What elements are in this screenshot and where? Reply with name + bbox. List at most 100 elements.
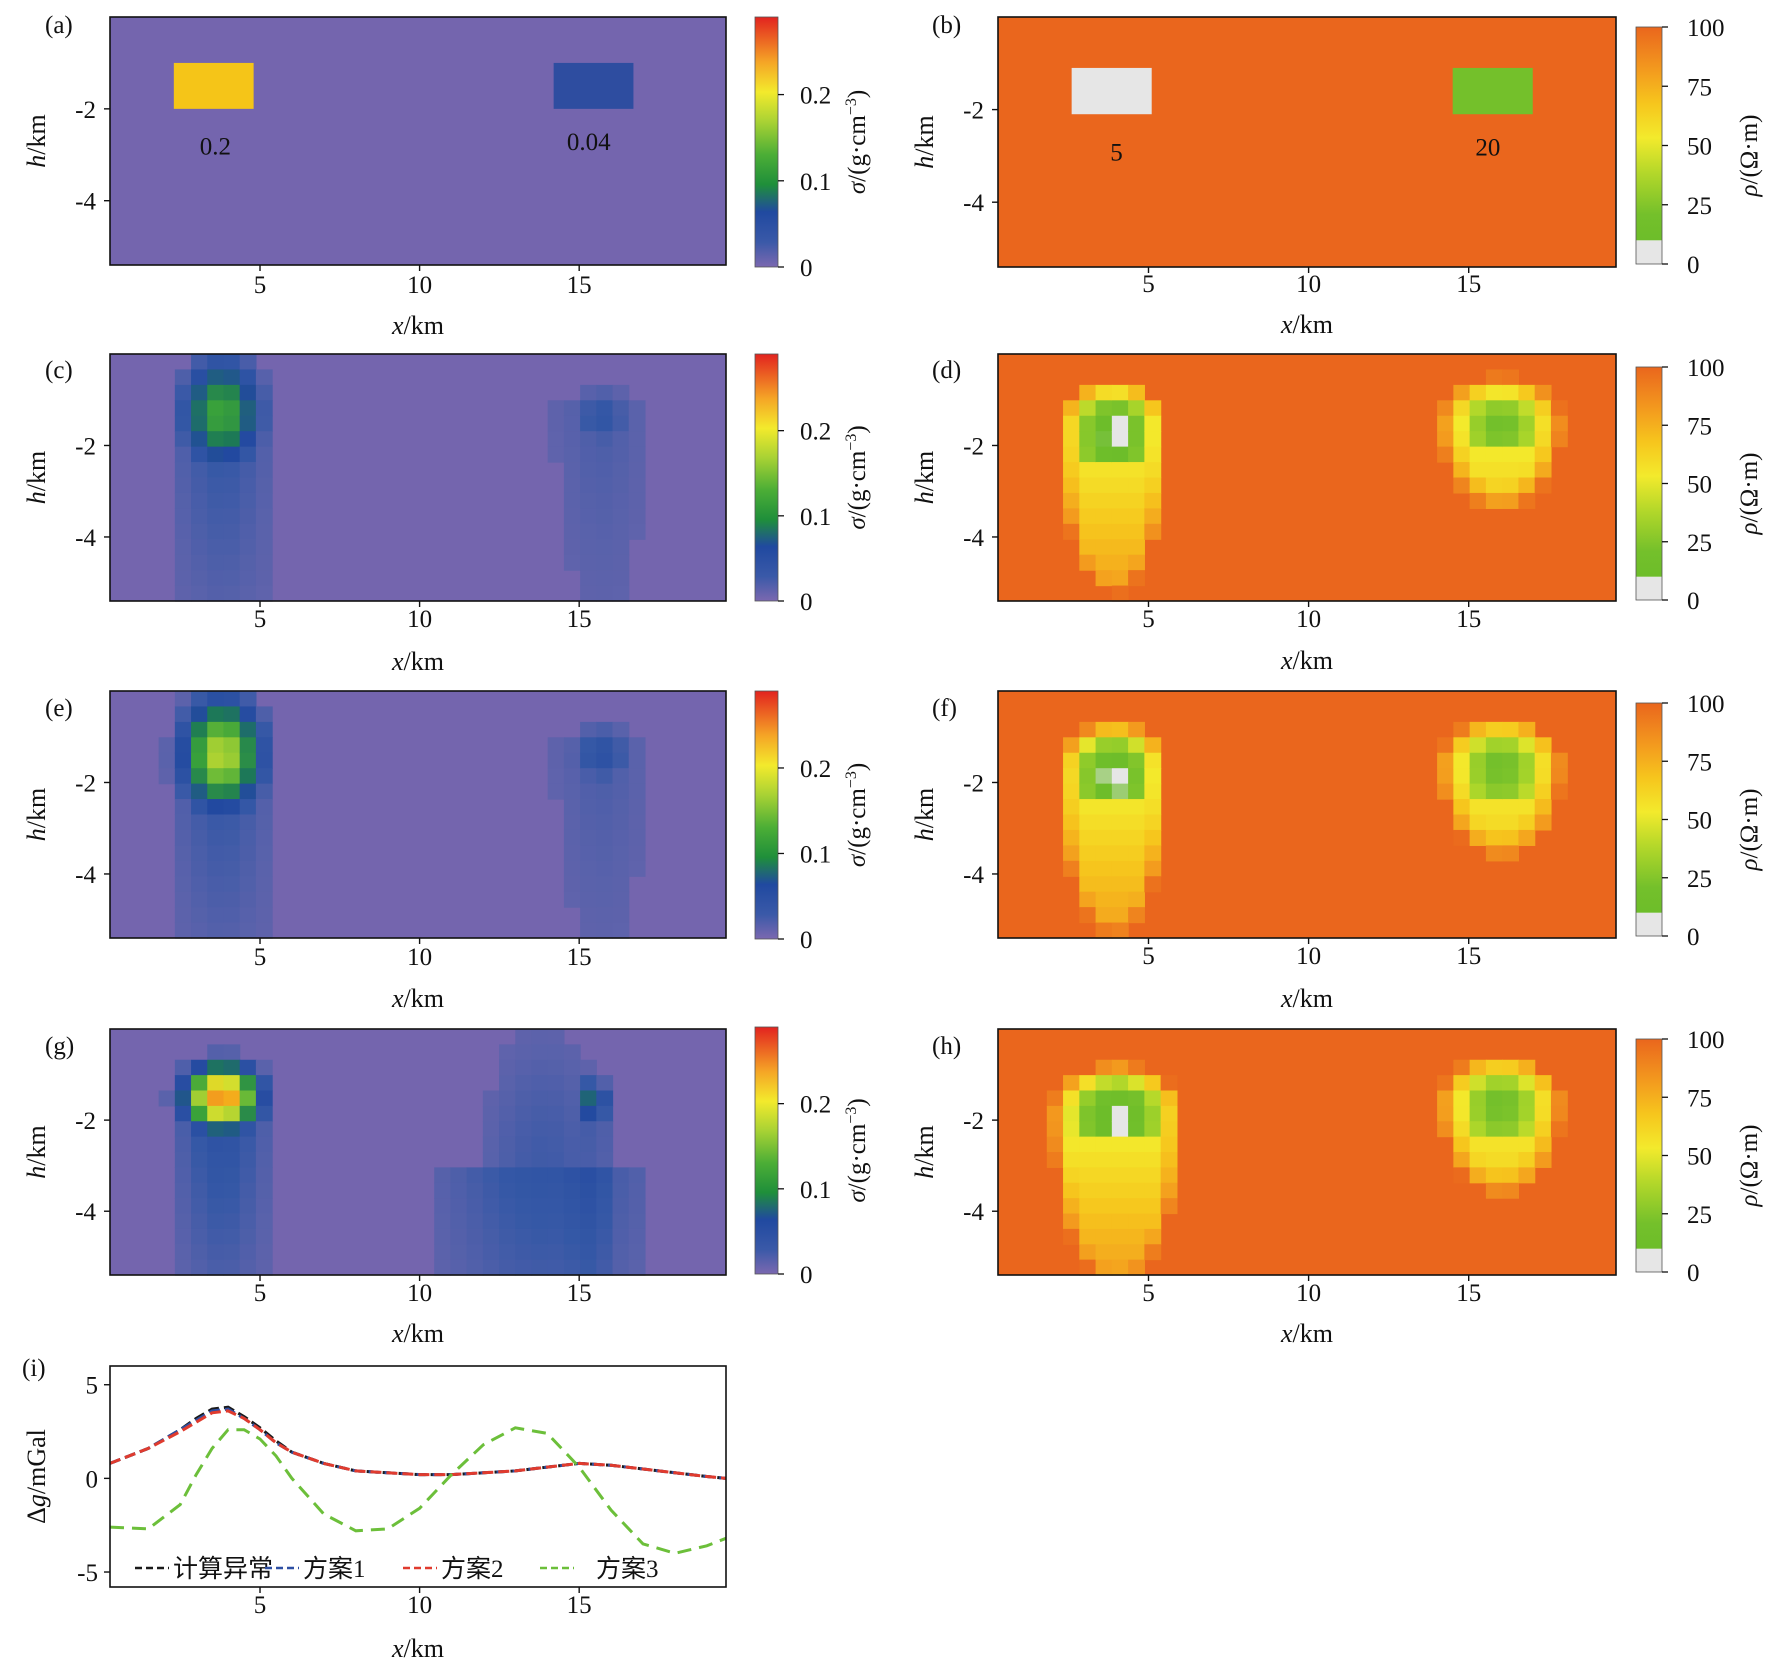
heatmap-cell xyxy=(1095,752,1113,769)
heatmap-cell xyxy=(1485,431,1503,448)
heatmap-cell xyxy=(1095,860,1113,877)
heatmap-cell xyxy=(628,415,646,432)
colorbar-tick-label: 100 xyxy=(1687,355,1725,382)
plot-frame xyxy=(109,1365,727,1588)
heatmap-cell xyxy=(174,400,192,417)
heatmap-cell xyxy=(1111,922,1129,939)
heatmap-cell xyxy=(1160,1121,1178,1138)
heatmap-cell xyxy=(207,446,225,463)
heatmap-cell xyxy=(207,752,225,769)
heatmap-cell xyxy=(1160,1105,1178,1122)
heatmap-cell xyxy=(191,721,208,738)
heatmap-cell xyxy=(1502,1075,1520,1092)
heatmap-cell xyxy=(547,415,565,432)
heatmap-cell xyxy=(1046,1121,1064,1138)
heatmap-cell xyxy=(1485,384,1503,401)
heatmap-cell xyxy=(580,1167,597,1184)
heatmap-cell xyxy=(207,570,225,587)
y-axis-label-var: h xyxy=(910,1166,939,1179)
heatmap-cell xyxy=(531,1029,549,1045)
heatmap-cell xyxy=(1453,737,1471,754)
heatmap-cell xyxy=(563,737,581,754)
panel-d: (d) 5 10 15 x/km -2 -4 h/km 0 25 50 75 100 ρ/(Ω·m) xyxy=(910,353,1763,675)
heatmap-cell xyxy=(482,1259,500,1276)
heatmap-cell xyxy=(1550,752,1568,769)
heatmap-cell xyxy=(612,814,630,831)
heatmap-cell xyxy=(1437,768,1454,785)
heatmap-cell xyxy=(1111,721,1129,738)
heatmap-cell xyxy=(191,446,208,463)
heatmap-cell xyxy=(191,1105,208,1122)
heatmap-cell xyxy=(1079,860,1097,877)
heatmap-cell xyxy=(515,1044,533,1061)
colorbar-tick-label: 50 xyxy=(1687,808,1712,835)
heatmap-cell xyxy=(1437,1075,1454,1092)
heatmap-cell xyxy=(612,876,630,893)
x-axis-label-var: x xyxy=(1280,646,1293,675)
heatmap-cell xyxy=(1518,1059,1536,1076)
heatmap-cell xyxy=(1095,1152,1113,1168)
heatmap-cell xyxy=(515,1105,533,1122)
heatmap-cell xyxy=(596,752,614,769)
heatmap-cell xyxy=(1469,752,1487,769)
y-axis-label: Δg/mGal xyxy=(22,1429,51,1524)
heatmap-cell xyxy=(1063,737,1080,754)
heatmap-cell xyxy=(191,570,208,587)
heatmap-cell xyxy=(1079,891,1097,908)
heatmap-cell xyxy=(207,1121,225,1138)
heatmap-cell xyxy=(239,462,257,479)
heatmap-cell xyxy=(596,492,614,509)
heatmap-cell xyxy=(1534,737,1552,754)
heatmap-cell xyxy=(628,1259,646,1276)
heatmap-cell xyxy=(255,400,273,417)
heatmap-cell xyxy=(1502,829,1520,846)
heatmap-cell xyxy=(1095,876,1113,893)
heatmap-cell xyxy=(450,1259,468,1276)
heatmap-cell xyxy=(1469,415,1487,432)
heatmap-cell xyxy=(191,1244,208,1261)
heatmap-cell xyxy=(563,783,581,800)
heatmap-cell xyxy=(1502,492,1520,509)
heatmap-cell xyxy=(207,492,225,509)
heatmap-cell xyxy=(1469,1059,1487,1076)
heatmap-cell xyxy=(1469,1167,1487,1184)
y-tick-label: -2 xyxy=(963,1108,984,1135)
heatmap-cell xyxy=(1534,1090,1552,1107)
heatmap-cell xyxy=(207,539,225,556)
heatmap-cell xyxy=(482,1228,500,1245)
heatmap-cell xyxy=(239,737,257,754)
colorbar-label-close: ) xyxy=(844,90,871,98)
heatmap-cell xyxy=(1095,783,1113,800)
panel-label: (i) xyxy=(22,1355,46,1382)
heatmap-cell xyxy=(628,431,646,448)
x-tick-label: 5 xyxy=(1142,271,1155,298)
heatmap-cell xyxy=(499,1167,516,1184)
heatmap-cell xyxy=(563,891,581,908)
heatmap-cell xyxy=(482,1090,500,1107)
heatmap-cell xyxy=(499,1244,516,1261)
heatmap-cell xyxy=(612,1228,630,1245)
panel-label: (f) xyxy=(932,695,957,722)
heatmap-cell xyxy=(1079,721,1097,738)
heatmap-cell xyxy=(1111,384,1129,401)
heatmap-cell xyxy=(223,1090,241,1107)
heatmap-cell xyxy=(1128,462,1145,479)
heatmap-cell xyxy=(515,1244,533,1261)
heatmap-cell xyxy=(1063,860,1080,877)
heatmap-cell xyxy=(1485,400,1503,417)
heatmap-cells xyxy=(1046,1059,1568,1276)
heatmap-cell xyxy=(1079,415,1097,432)
heatmap-cell xyxy=(596,799,614,816)
heatmap-cell xyxy=(547,1090,565,1107)
heatmap-cell xyxy=(434,1198,452,1215)
heatmap-cell xyxy=(563,415,581,432)
heatmap-background xyxy=(110,17,726,265)
heatmap-cell xyxy=(1144,462,1162,479)
heatmap-cell xyxy=(1128,446,1145,463)
heatmap-cell xyxy=(1095,554,1113,571)
heatmap-cell xyxy=(1111,860,1129,877)
heatmap-cell xyxy=(239,523,257,540)
heatmap-cell xyxy=(1469,721,1487,738)
heatmap-cell xyxy=(239,400,257,417)
heatmap-cell xyxy=(1063,1090,1080,1107)
